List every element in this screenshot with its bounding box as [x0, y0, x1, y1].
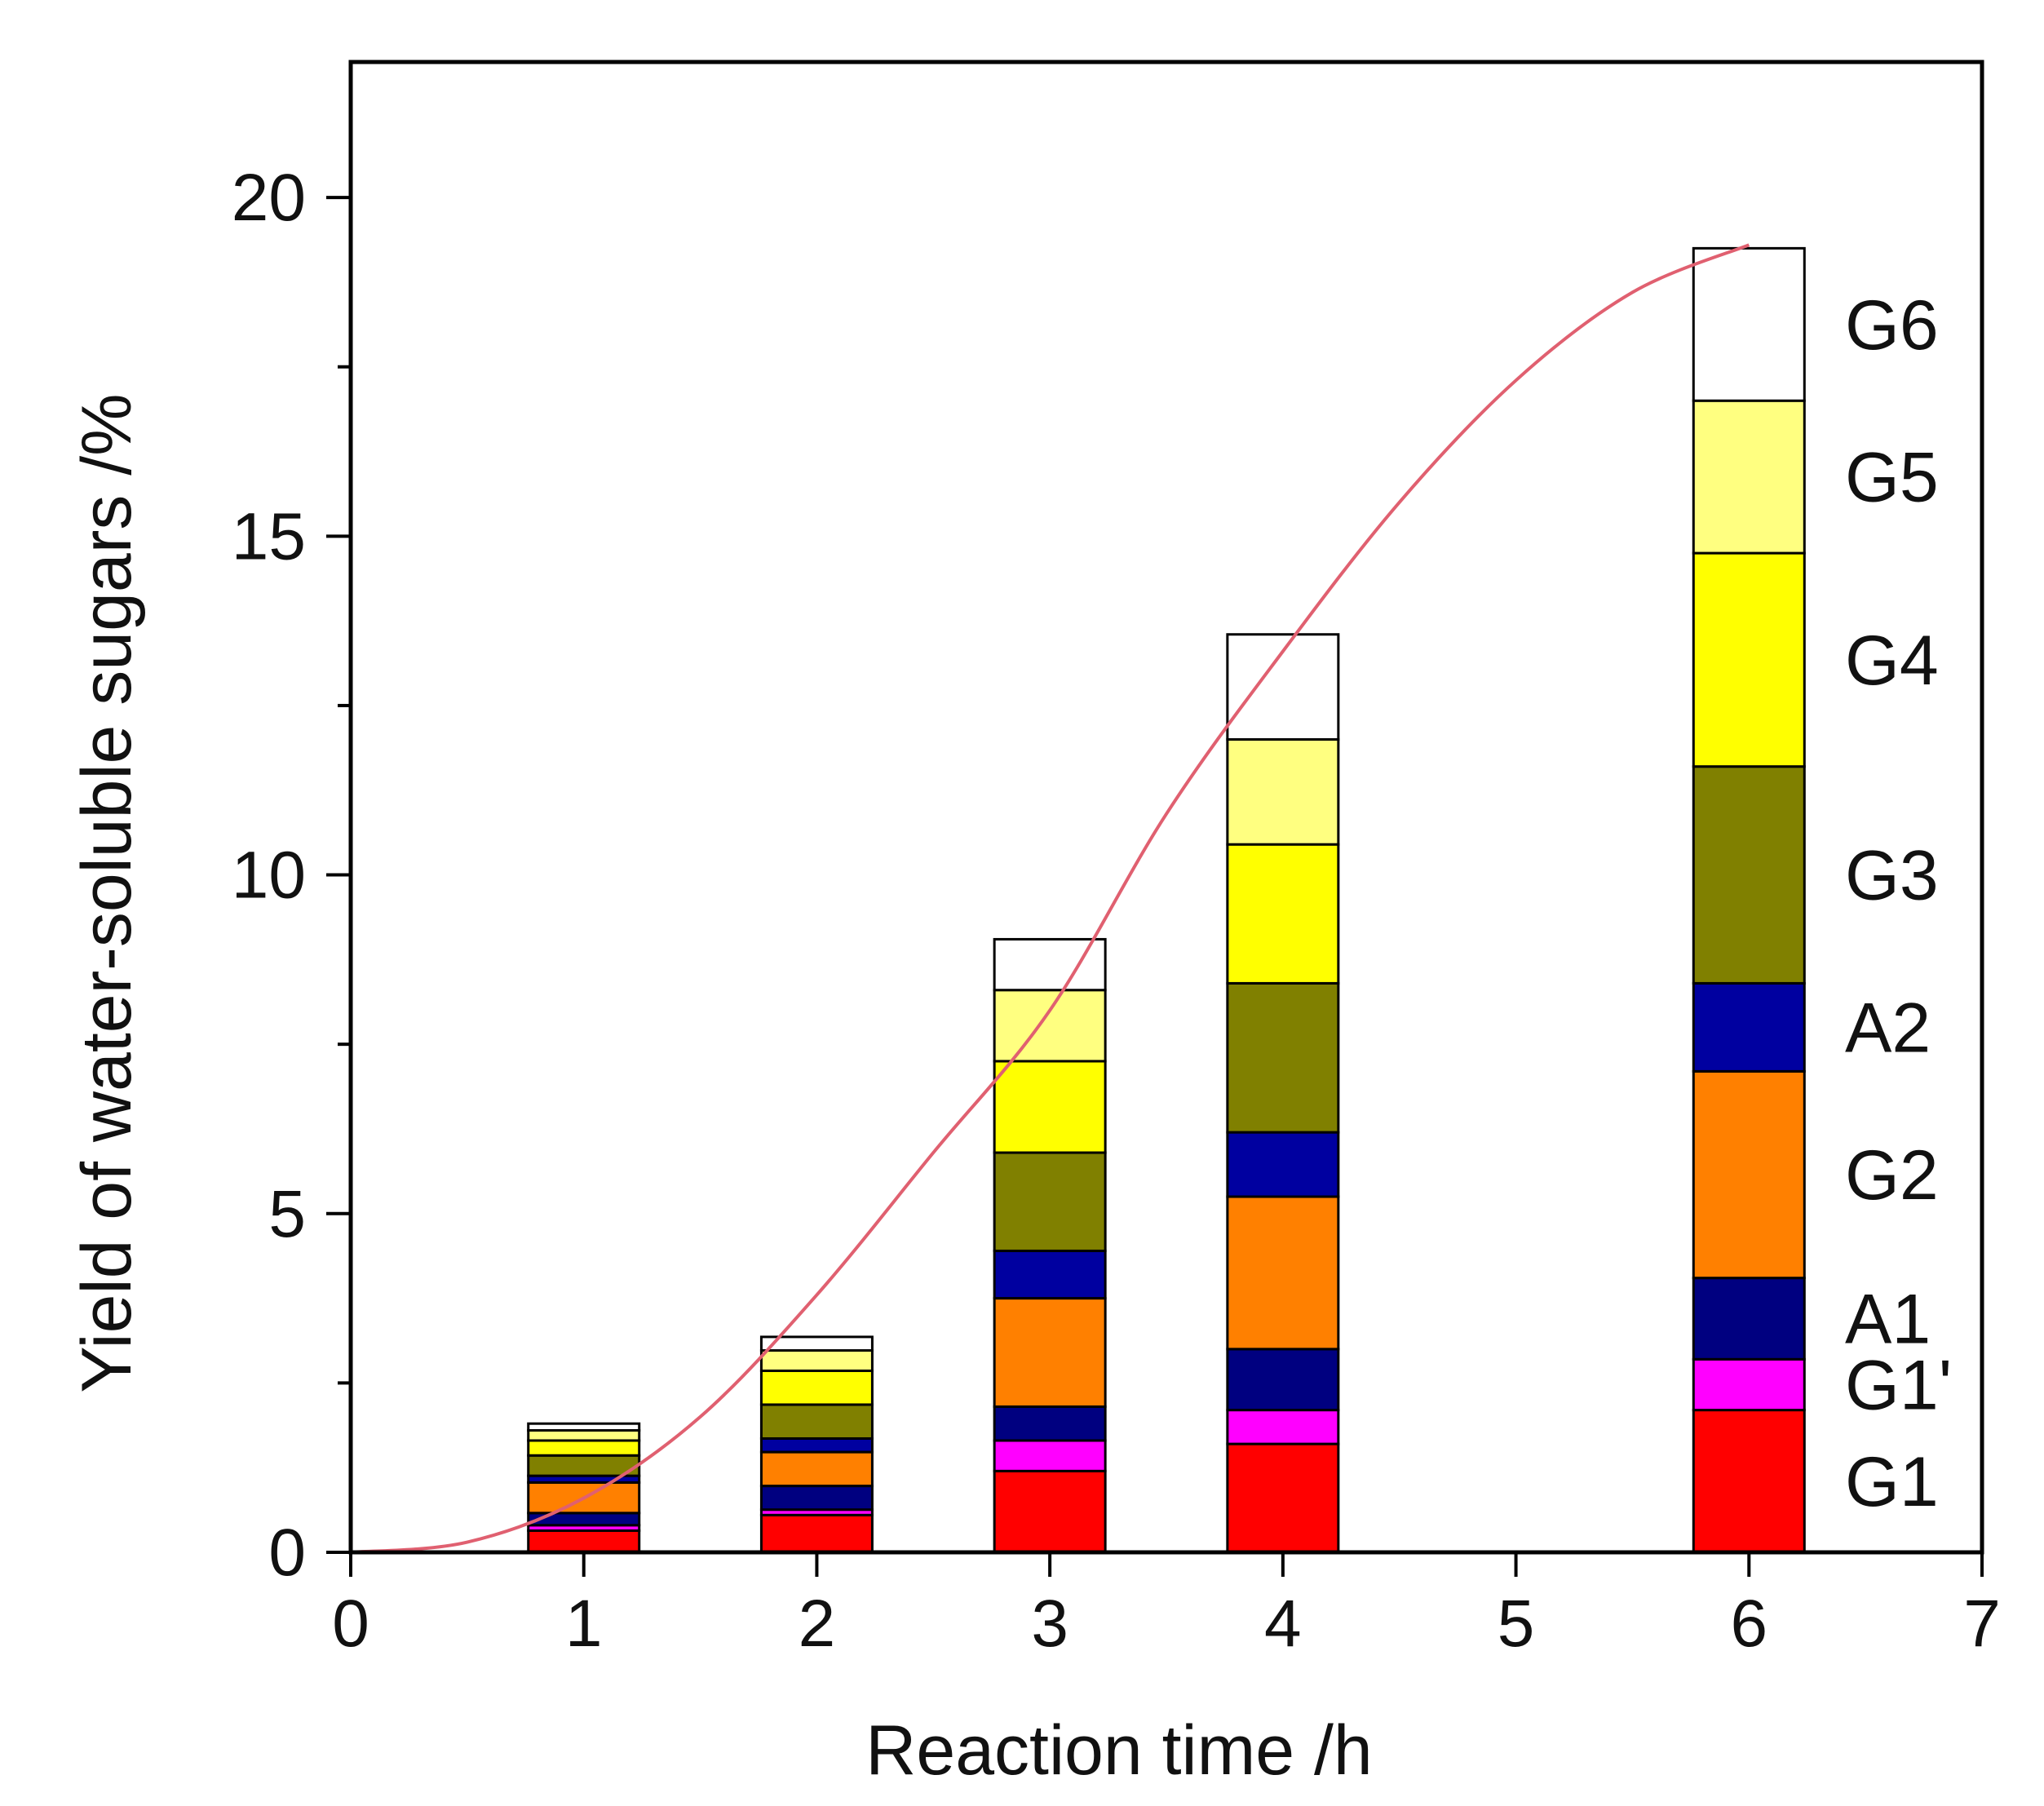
bar-segment-g1-t6	[1692, 1409, 1806, 1554]
bar-segment-g5-t3	[993, 989, 1107, 1063]
bar-segment-g5-t6	[1692, 399, 1806, 555]
x-tick-label: 5	[1498, 1587, 1535, 1661]
bar-segment-g6-t6	[1692, 246, 1806, 402]
bar-segment-a2-t3	[993, 1249, 1107, 1300]
labels-layer: Reaction time /h Yield of water-soluble …	[68, 393, 1373, 1790]
bar-segment-a1-t6	[1692, 1277, 1806, 1361]
y-axis-label: Yield of water-soluble sugars /%	[68, 393, 146, 1392]
bar-segment-g6-t1	[527, 1422, 641, 1432]
legend-label-g2: G2	[1845, 1136, 1939, 1215]
legend-layer: G1 G1'A1 G2 A2 G3 G4 G5 G6	[1845, 286, 1952, 1521]
y-tick-label: 10	[232, 839, 306, 913]
bar-segment-g1-t1	[527, 1529, 641, 1554]
bars-layer	[527, 246, 1806, 1554]
x-tick-label: 7	[1963, 1587, 2001, 1661]
x-tick-label: 4	[1264, 1587, 1302, 1661]
bar-segment-g3-t2	[759, 1403, 874, 1440]
x-axis-label: Reaction time /h	[865, 1711, 1372, 1790]
bar-segment-a1-t3	[993, 1405, 1107, 1442]
x-tick-label: 3	[1031, 1587, 1068, 1661]
bar-segment-g1-t2	[759, 1513, 874, 1554]
bar-segment-a2-t2	[759, 1436, 874, 1454]
bar-segment-g2-t4	[1226, 1195, 1340, 1351]
legend-label-g4: G4	[1845, 622, 1939, 700]
bar-segment-g3-t3	[993, 1151, 1107, 1252]
y-tick-label: 0	[268, 1516, 306, 1590]
plot-frame	[348, 60, 1984, 1555]
legend-label-g3: G3	[1845, 837, 1939, 915]
bar-segment-g2-t2	[759, 1450, 874, 1488]
bar-segment-g4-t2	[759, 1369, 874, 1406]
bar-segment-g1-t3	[993, 1469, 1107, 1554]
trend-curve	[350, 243, 1750, 1554]
curve-layer	[350, 243, 1750, 1554]
legend-label-a2: A2	[1845, 989, 1931, 1067]
x-tick-label: 0	[332, 1587, 369, 1661]
bar-segment-g3-t6	[1692, 765, 1806, 985]
bar-segment-g3-t1	[527, 1454, 641, 1477]
legend-label-g1p: G1'	[1845, 1346, 1952, 1424]
x-tick-label: 1	[565, 1587, 603, 1661]
legend-label-g5: G5	[1845, 439, 1939, 517]
y-tick-label: 5	[268, 1177, 306, 1251]
bar-segment-g4-t4	[1226, 843, 1340, 985]
bar-segment-g5-t1	[527, 1429, 641, 1442]
legend-label-g1: G1	[1845, 1443, 1939, 1521]
bar-segment-g1-t4	[1226, 1442, 1340, 1554]
bar-segment-g1p-t4	[1226, 1409, 1340, 1445]
bar-segment-g4-t3	[993, 1060, 1107, 1154]
bar-segment-g2-t3	[993, 1297, 1107, 1408]
bar-segment-g6-t2	[759, 1335, 874, 1352]
bar-segment-a2-t4	[1226, 1131, 1340, 1198]
axes-layer: 0 5 10 15 20 0 1 2 3 4 5 6 7	[232, 60, 2001, 1661]
y-tick-label: 20	[232, 161, 306, 235]
x-tick-label: 6	[1730, 1587, 1767, 1661]
x-tick-label: 2	[799, 1587, 836, 1661]
bar-segment-a2-t6	[1692, 981, 1806, 1073]
bar-segment-a1-t1	[527, 1512, 641, 1527]
y-tick-label: 15	[232, 499, 306, 573]
bar-segment-g3-t4	[1226, 981, 1340, 1134]
legend-label-g6: G6	[1845, 286, 1939, 365]
bar-segment-g2-t6	[1692, 1069, 1806, 1280]
legend-label-a1: A1	[1845, 1280, 1931, 1358]
bar-segment-g1p-t3	[993, 1439, 1107, 1472]
bar-segment-g4-t1	[527, 1439, 641, 1457]
bar-segment-g5-t4	[1226, 737, 1340, 846]
bar-segment-a1-t4	[1226, 1348, 1340, 1412]
bar-segment-g4-t6	[1692, 551, 1806, 768]
bar-segment-a1-t2	[759, 1485, 874, 1512]
bar-segment-g1p-t6	[1692, 1357, 1806, 1412]
bar-segment-g5-t2	[759, 1349, 874, 1372]
